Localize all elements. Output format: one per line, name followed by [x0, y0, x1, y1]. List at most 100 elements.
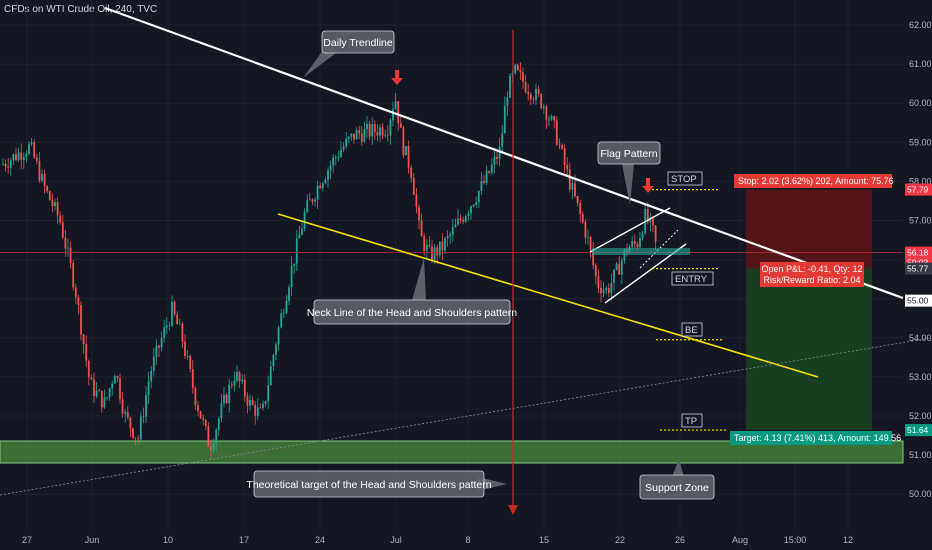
- candle-body: [116, 376, 119, 379]
- support-zone: [0, 440, 904, 464]
- candle-body: [20, 152, 23, 160]
- theoretical-target-callout: [253, 470, 485, 498]
- candle-body: [418, 206, 420, 221]
- candle-body: [293, 263, 296, 266]
- y-tick-label: 53.00: [909, 372, 932, 382]
- x-tick-label: 12: [843, 535, 853, 545]
- candle-body: [64, 237, 67, 249]
- candle-body: [340, 149, 342, 157]
- candle-body: [288, 287, 290, 301]
- candle-body: [522, 72, 524, 83]
- candle-body: [501, 133, 504, 147]
- candle-body: [301, 228, 303, 235]
- candle-body: [618, 263, 621, 275]
- candle-body: [371, 123, 374, 137]
- flag-pattern-callout-text: Flag Pattern: [600, 148, 657, 160]
- candle-body: [415, 194, 418, 207]
- candle-body: [106, 397, 108, 399]
- y-tick-label: 51.00: [909, 450, 932, 460]
- candle-body: [451, 227, 454, 235]
- y-tick-label: 59.00: [909, 137, 932, 147]
- candle-body: [594, 265, 597, 277]
- candle-body: [519, 70, 522, 73]
- candle-body: [246, 396, 249, 406]
- candle-body: [142, 416, 145, 418]
- flag-upper: [589, 207, 671, 253]
- be-tag-text: BE: [685, 325, 698, 336]
- x-tick-label: 22: [615, 535, 625, 545]
- x-tick-label: 24: [315, 535, 325, 545]
- candle-body: [228, 384, 231, 404]
- candle-body: [428, 244, 431, 247]
- candle-body: [360, 133, 363, 142]
- candle-body: [389, 120, 392, 136]
- be-tag: [681, 322, 703, 337]
- candle-body: [132, 428, 134, 438]
- candle-body: [176, 314, 179, 325]
- candle-body: [373, 123, 376, 133]
- candle-body: [67, 247, 69, 249]
- candle-body: [124, 412, 127, 414]
- candle-body: [168, 325, 171, 327]
- candle-body: [217, 418, 220, 430]
- candle-body: [158, 345, 160, 348]
- candle-body: [438, 241, 441, 256]
- candle-body: [9, 160, 12, 168]
- candle-body: [134, 437, 137, 439]
- candle-body: [267, 385, 270, 402]
- candle-body: [535, 88, 537, 100]
- candle-body: [69, 247, 72, 264]
- candle-body: [295, 238, 298, 264]
- candle-body: [82, 334, 85, 345]
- theoretical-target-callout-text: Theoretical target of the Head and Shoul…: [246, 479, 491, 491]
- candle-body: [470, 206, 472, 214]
- candle-body: [236, 372, 238, 381]
- candle-body: [137, 438, 140, 440]
- candle-body: [189, 355, 192, 369]
- candle-body: [35, 157, 38, 161]
- candle-body: [282, 313, 285, 314]
- y-tick-label: 62.00: [909, 20, 932, 30]
- candle-body: [516, 64, 519, 71]
- pnl-label: [760, 262, 864, 287]
- candle-body: [241, 379, 244, 382]
- rr-text: Risk/Reward Ratio: 2.04: [763, 275, 860, 285]
- candle-body: [215, 429, 218, 444]
- candle-body: [449, 234, 452, 236]
- candle-body: [41, 173, 43, 181]
- candle-body: [119, 378, 121, 400]
- price-tag: [905, 183, 932, 196]
- candle-body: [407, 146, 410, 168]
- pnl-text: Open P&L: -0.41, Qty: 12: [761, 264, 862, 274]
- candle-body: [607, 288, 610, 294]
- candle-body: [568, 169, 571, 190]
- candle-body: [441, 241, 444, 251]
- candle-body: [358, 130, 361, 134]
- support-zone-callout-text: Support Zone: [645, 482, 709, 494]
- x-tick-label: 15: [539, 535, 549, 545]
- candle-body: [202, 418, 205, 420]
- candle-body: [563, 148, 566, 165]
- daily-trendline-callout: [321, 30, 395, 54]
- daily-trendline: [104, 6, 904, 300]
- candle-body: [425, 244, 428, 251]
- candle-body: [394, 101, 397, 109]
- candle-body: [233, 380, 236, 386]
- candle-body: [98, 390, 101, 392]
- candle-body: [72, 263, 75, 288]
- candle-body: [402, 127, 405, 156]
- target-label: [730, 431, 892, 445]
- candle-body: [431, 246, 433, 261]
- y-tick-label: 57.00: [909, 216, 932, 226]
- candle-body: [410, 167, 413, 178]
- candle-body: [490, 164, 493, 173]
- candle-body: [532, 99, 535, 101]
- candle-body: [641, 233, 644, 238]
- candle-body: [30, 142, 33, 144]
- candle-body: [332, 157, 335, 166]
- candle-body: [150, 370, 153, 382]
- candle-body: [59, 215, 62, 223]
- entry-tag-text: ENTRY: [675, 274, 708, 285]
- candle-body: [509, 75, 511, 98]
